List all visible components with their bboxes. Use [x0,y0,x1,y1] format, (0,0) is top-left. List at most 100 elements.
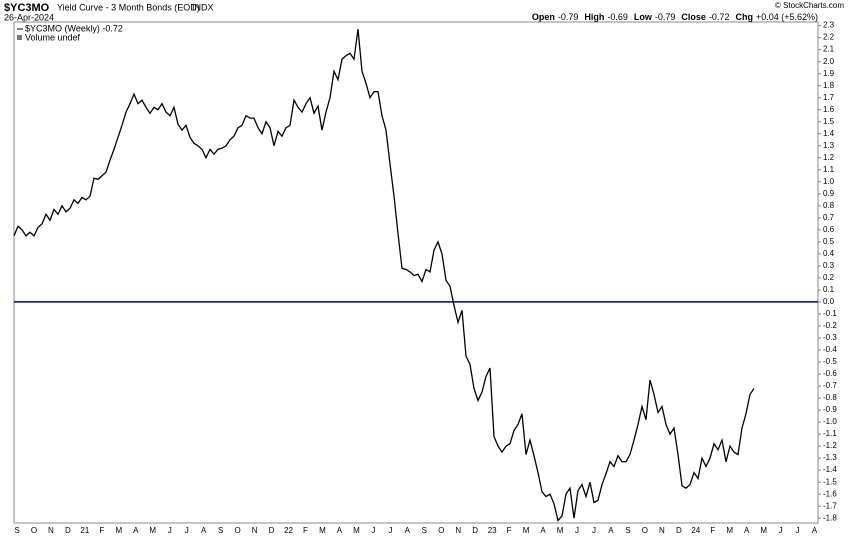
x-tick-label: A [812,526,818,535]
y-tick-label: 1.7 [823,93,835,102]
y-tick-label: 0.4 [823,249,835,258]
x-tick-label: O [642,526,648,535]
x-tick-label: S [422,526,427,535]
y-tick-label: -0.7 [823,381,837,390]
x-tick-label: M [726,526,733,535]
y-tick-label: 0.0 [823,297,835,306]
exchange: INDX [192,2,214,12]
y-tick-label: 2.1 [823,45,835,54]
x-tick-label: A [540,526,546,535]
x-tick-label: A [201,526,207,535]
y-tick-label: 1.5 [823,117,835,126]
x-tick-label: M [523,526,530,535]
copyright: © StockCharts.com [775,1,844,10]
y-tick-label: -1.0 [823,417,837,426]
x-tick-label: M [760,526,767,535]
y-tick-label: 2.3 [823,21,835,30]
x-tick-label: M [319,526,326,535]
x-tick-label: D [472,526,478,535]
y-tick-label: -0.2 [823,321,837,330]
x-tick-label: 23 [488,526,497,535]
x-tick-label: O [31,526,37,535]
x-tick-label: A [608,526,614,535]
y-tick-label: -1.7 [823,501,837,510]
y-tick-label: 0.2 [823,273,835,282]
x-tick-label: J [185,526,189,535]
x-tick-label: J [779,526,783,535]
y-tick-label: 0.1 [823,285,835,294]
x-tick-label: M [149,526,156,535]
x-tick-label: M [557,526,564,535]
quote-value: -0.79 [655,12,676,22]
x-tick-label: J [388,526,392,535]
y-tick-label: -0.3 [823,333,837,342]
price-line [13,29,755,523]
y-tick-label: -0.1 [823,309,837,318]
legend-entry: Volume undef [25,32,81,42]
x-tick-label: J [575,526,579,535]
quote-label: Open [532,12,555,22]
x-tick-label: D [269,526,275,535]
x-tick-label: F [303,526,308,535]
y-tick-label: 1.0 [823,177,835,186]
y-tick-label: 1.1 [823,165,835,174]
y-tick-label: 0.9 [823,189,835,198]
x-tick-label: F [99,526,104,535]
x-tick-label: O [234,526,240,535]
x-tick-label: N [252,526,258,535]
y-tick-label: 0.7 [823,213,835,222]
y-tick-label: -0.6 [823,369,837,378]
y-tick-label: 0.6 [823,225,835,234]
x-tick-label: O [438,526,444,535]
y-tick-label: 1.6 [823,105,835,114]
y-tick-label: -1.4 [823,465,837,474]
x-tick-label: S [14,526,19,535]
x-tick-label: 22 [284,526,293,535]
legend-icon [17,35,22,40]
quote-label: Chg [735,12,753,22]
date: 26-Apr-2024 [4,12,54,22]
x-tick-label: A [337,526,343,535]
y-tick-label: 2.0 [823,57,835,66]
x-tick-label: J [168,526,172,535]
quote-label: High [584,12,604,22]
x-tick-label: F [710,526,715,535]
x-tick-label: J [592,526,596,535]
x-tick-label: D [65,526,71,535]
x-tick-label: D [676,526,682,535]
y-tick-label: 1.9 [823,69,835,78]
y-tick-label: -0.5 [823,357,837,366]
quote-value: -0.79 [558,12,579,22]
x-tick-label: N [659,526,665,535]
legend-entry: $YC3MO (Weekly) -0.72 [25,23,123,33]
chart-title: Yield Curve - 3 Month Bonds (EOD) [57,2,200,12]
y-tick-label: -0.8 [823,393,837,402]
y-tick-label: 1.3 [823,141,835,150]
x-tick-label: N [48,526,54,535]
y-tick-label: -1.1 [823,429,837,438]
x-tick-label: M [115,526,122,535]
quote-label: Close [681,12,706,22]
y-tick-label: 0.5 [823,237,835,246]
y-tick-label: -1.6 [823,489,837,498]
y-tick-label: 1.4 [823,129,835,138]
quote-value: -0.69 [607,12,628,22]
y-tick-label: -1.2 [823,441,837,450]
x-tick-label: J [371,526,375,535]
quote-label: Low [634,12,653,22]
y-tick-label: 2.2 [823,33,835,42]
x-tick-label: A [405,526,411,535]
x-tick-label: A [133,526,139,535]
y-tick-label: -1.5 [823,477,837,486]
x-tick-label: N [455,526,461,535]
y-tick-label: -0.9 [823,405,837,414]
x-tick-label: A [744,526,750,535]
y-tick-label: 0.8 [823,201,835,210]
y-tick-label: -1.8 [823,513,837,522]
x-tick-label: M [353,526,360,535]
y-tick-label: -1.3 [823,453,837,462]
x-tick-label: F [507,526,512,535]
y-tick-label: -0.4 [823,345,837,354]
y-tick-label: 1.2 [823,153,835,162]
